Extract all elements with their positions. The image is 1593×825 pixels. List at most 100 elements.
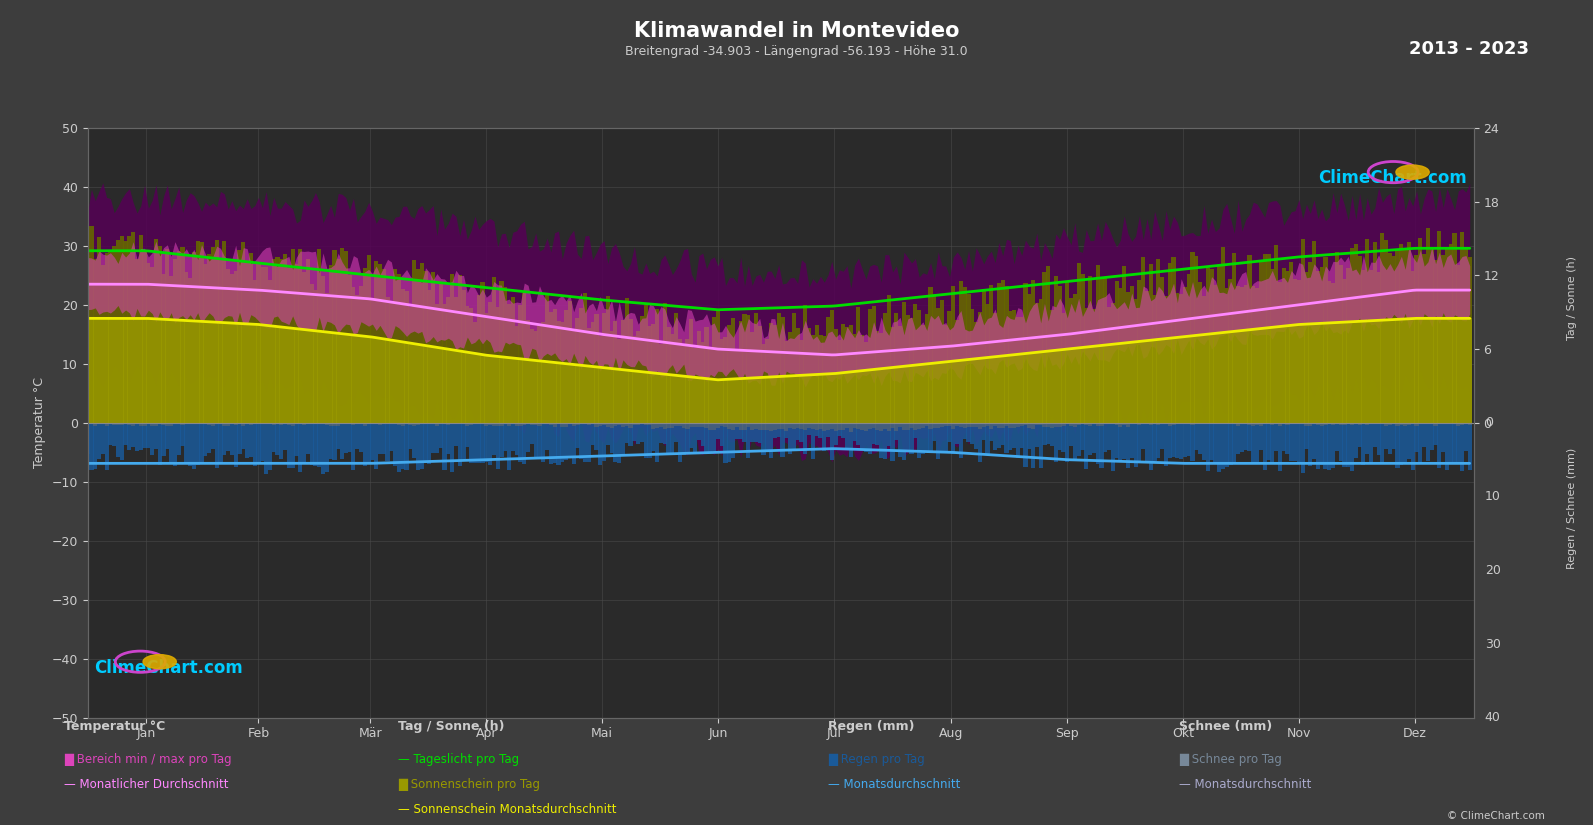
Bar [542, 322, 545, 422]
Bar [1220, 422, 1225, 424]
Bar [1085, 422, 1088, 425]
Bar [773, 422, 777, 438]
Bar [131, 318, 135, 422]
Text: Tag / Sonne (h): Tag / Sonne (h) [398, 720, 505, 733]
Bar [833, 422, 838, 431]
Bar [652, 422, 655, 428]
Bar [811, 422, 816, 460]
Bar [962, 287, 967, 422]
Bar [567, 422, 572, 456]
Text: Regen (mm): Regen (mm) [828, 720, 914, 733]
Bar [937, 308, 940, 422]
Bar [753, 313, 758, 422]
Bar [1107, 422, 1110, 450]
Bar [127, 422, 132, 425]
Bar [503, 422, 508, 424]
Bar [119, 318, 124, 422]
Bar [1176, 422, 1179, 458]
Bar [446, 422, 451, 426]
Bar [548, 362, 553, 422]
Bar [1437, 318, 1442, 422]
Bar [131, 422, 135, 426]
Bar [185, 422, 188, 463]
Bar [424, 346, 427, 422]
Bar [808, 328, 811, 422]
Bar [1102, 422, 1107, 452]
Bar [303, 422, 306, 425]
Bar [515, 358, 519, 422]
Bar [1418, 238, 1423, 422]
Bar [112, 422, 116, 446]
Bar [339, 333, 344, 422]
Bar [808, 422, 811, 428]
Bar [830, 422, 833, 429]
Bar [503, 357, 508, 422]
Bar [457, 275, 462, 422]
Bar [803, 304, 808, 422]
Bar [174, 320, 177, 422]
Bar [1453, 318, 1456, 422]
Bar [682, 376, 687, 422]
Bar [191, 422, 196, 469]
Bar [287, 422, 292, 468]
Bar [424, 271, 427, 422]
Bar [647, 326, 652, 422]
Bar [1376, 271, 1381, 422]
Bar [161, 422, 166, 456]
Bar [545, 422, 550, 424]
Bar [150, 422, 155, 427]
Bar [416, 269, 421, 422]
Bar [1031, 422, 1035, 428]
Bar [119, 422, 124, 460]
Bar [382, 422, 386, 424]
Bar [370, 337, 374, 422]
Bar [1429, 249, 1434, 422]
Bar [1467, 422, 1472, 470]
Bar [800, 340, 803, 422]
Bar [1437, 232, 1442, 422]
Bar [1274, 422, 1278, 450]
Bar [1016, 354, 1020, 422]
Bar [1126, 422, 1129, 469]
Bar [393, 422, 397, 465]
Bar [476, 422, 481, 463]
Bar [879, 333, 883, 422]
Bar [685, 422, 690, 455]
Bar [1349, 248, 1354, 422]
Bar [124, 318, 127, 422]
Bar [1118, 343, 1123, 422]
Bar [295, 264, 298, 422]
Bar [416, 344, 421, 422]
Bar [769, 377, 773, 422]
Bar [1066, 349, 1069, 422]
Bar [401, 422, 405, 469]
Bar [679, 338, 682, 422]
Bar [1091, 422, 1096, 453]
Bar [572, 422, 575, 464]
Bar [602, 422, 605, 425]
Bar [758, 378, 761, 422]
Bar [1129, 342, 1134, 422]
Bar [1282, 267, 1286, 422]
Bar [561, 363, 564, 422]
Bar [352, 422, 355, 425]
Bar [147, 263, 150, 422]
Bar [913, 422, 918, 430]
Bar [898, 367, 902, 422]
Bar [666, 422, 671, 427]
Bar [863, 422, 868, 431]
Bar [1206, 268, 1209, 422]
Bar [1255, 288, 1258, 422]
Bar [1042, 351, 1047, 422]
Text: █ Sonnenschein pro Tag: █ Sonnenschein pro Tag [398, 778, 540, 791]
Bar [924, 422, 929, 452]
Bar [492, 356, 495, 422]
Bar [1107, 422, 1110, 424]
Bar [660, 344, 663, 422]
Bar [1395, 422, 1400, 426]
Bar [1403, 422, 1407, 462]
Bar [161, 422, 166, 426]
Bar [135, 318, 139, 422]
Bar [1434, 422, 1437, 427]
Bar [822, 422, 827, 450]
